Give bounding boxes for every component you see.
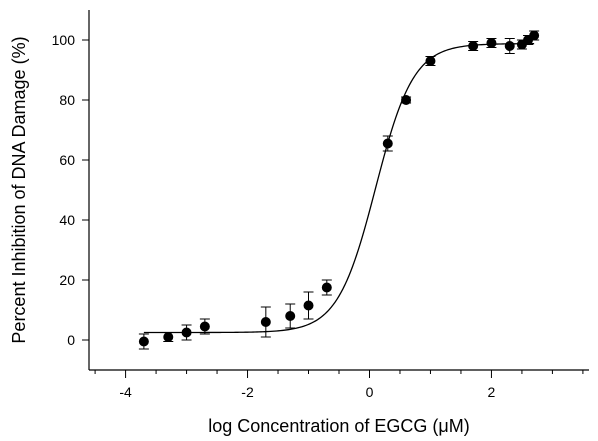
x-tick-label: -2 [241, 384, 254, 400]
data-point [529, 30, 540, 41]
y-tick-label: 60 [59, 152, 75, 168]
data-point [401, 95, 412, 105]
x-axis-title: log Concentration of EGCG (μM) [208, 416, 469, 436]
data-point [468, 41, 479, 51]
data-point [382, 138, 393, 149]
y-tick-label: 100 [52, 32, 76, 48]
data-point [260, 317, 271, 327]
data-points [138, 30, 540, 350]
plot-frame [88, 10, 589, 371]
fit-curve [143, 43, 535, 334]
y-tick-label: 40 [59, 212, 75, 228]
y-tick-label: 80 [59, 92, 75, 108]
data-point [321, 282, 332, 293]
y-tick-label: 0 [67, 332, 75, 348]
data-point [486, 38, 497, 48]
data-point [181, 327, 192, 338]
data-point [303, 300, 314, 311]
x-tick-label: -4 [119, 384, 132, 400]
data-point [138, 336, 149, 347]
y-axis-ticks: 0 20 40 60 80 100 [52, 32, 89, 348]
data-point [199, 321, 210, 332]
data-point [285, 311, 296, 321]
x-axis-ticks: -4 -2 0 2 [94, 370, 584, 400]
x-tick-label: 2 [488, 384, 496, 400]
data-point [504, 41, 515, 51]
data-point [425, 56, 436, 66]
x-tick-label: 0 [366, 384, 374, 400]
y-tick-label: 20 [59, 272, 75, 288]
data-point [163, 332, 174, 342]
y-axis-title: Percent Inhibition of DNA Damage (%) [9, 36, 29, 343]
